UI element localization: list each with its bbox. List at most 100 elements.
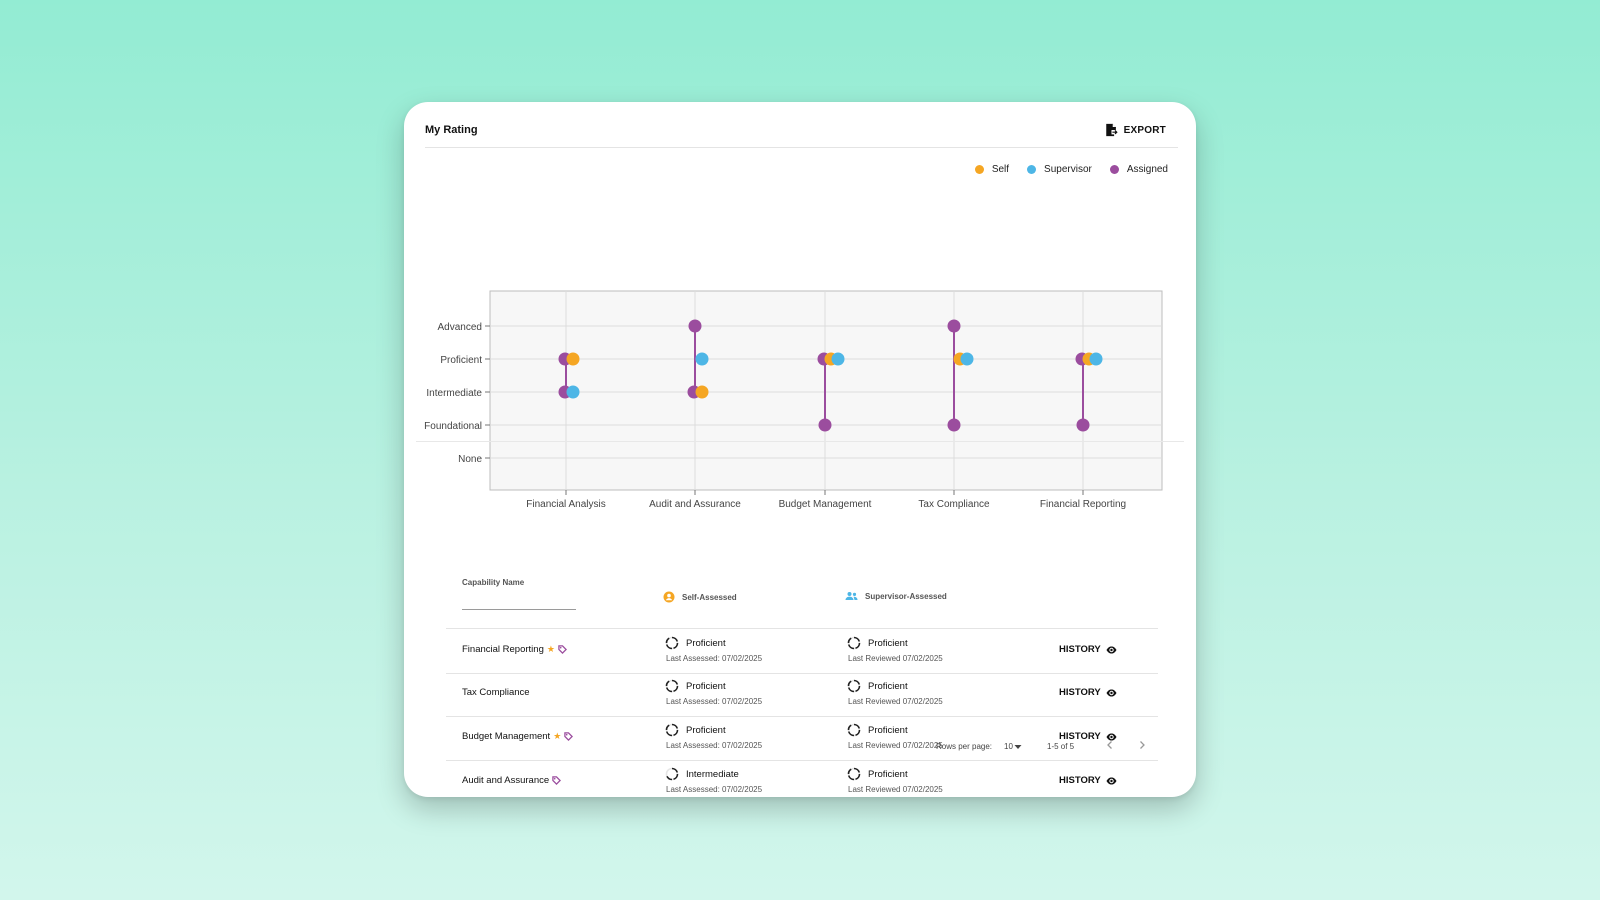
self-assessed-date: Last Assessed: 07/02/2025: [666, 697, 763, 706]
export-button[interactable]: EXPORT: [1105, 120, 1166, 140]
progress-ring-icon: [665, 636, 679, 650]
supervisor-reviewed-date: Last Reviewed 07/02/2025: [848, 741, 943, 750]
x-tick-label-1: Audit and Assurance: [649, 499, 741, 510]
rating-dot-chart: None Foundational Intermediate Proficient Ad…: [424, 290, 1163, 510]
previous-page-button[interactable]: [1104, 739, 1116, 753]
progress-ring-icon: [847, 636, 861, 650]
supervisor-assessed-cell: Proficient Last Reviewed 07/02/2025: [847, 636, 943, 663]
tag-icon: [552, 776, 562, 785]
self-level: Proficient: [686, 637, 726, 649]
progress-ring-icon: [665, 767, 679, 781]
legend-label-self: Self: [991, 164, 1010, 175]
eye-icon: [1106, 689, 1117, 696]
capability-name-cell: Tax Compliance: [462, 687, 530, 698]
supervisor-assessed-cell: Proficient Last Reviewed 07/02/2025: [847, 767, 943, 794]
y-tick-label-foundational: Foundational: [424, 421, 482, 432]
caret-down-icon: [1014, 744, 1022, 749]
x-tick-label-4: Financial Reporting: [1040, 499, 1126, 510]
progress-ring-icon: [665, 679, 679, 693]
x-tick-label-0: Financial Analysis: [526, 499, 605, 510]
capability-name-cell: Budget Management ★: [462, 731, 574, 742]
progress-ring-icon: [847, 723, 861, 737]
chevron-right-icon: [1140, 741, 1145, 749]
supervisor-assessed-cell: Proficient Last Reviewed 07/02/2025: [847, 723, 943, 750]
eye-icon: [1106, 646, 1117, 653]
supervisor-reviewed-date: Last Reviewed 07/02/2025: [848, 785, 943, 794]
group-icon: [845, 592, 858, 600]
progress-ring-icon: [665, 723, 679, 737]
self-level: Proficient: [686, 724, 726, 736]
capability-name: Tax Compliance: [462, 687, 530, 698]
capability-filter-input[interactable]: [462, 609, 576, 610]
table-row: Budget Management ★ Proficient Last Assesse…: [446, 716, 1158, 761]
supervisor-level: Proficient: [868, 637, 908, 649]
history-label: HISTORY: [1059, 687, 1101, 698]
self-assessed-date: Last Assessed: 07/02/2025: [666, 785, 763, 794]
legend-item-assigned[interactable]: Assigned: [1109, 164, 1168, 175]
person-circle-icon: [663, 591, 675, 603]
supervisor-point-3: [960, 352, 974, 366]
self-level: Intermediate: [686, 768, 739, 780]
star-icon: ★: [553, 731, 562, 741]
col-supervisor-header: Supervisor-Assessed: [845, 591, 947, 601]
history-button[interactable]: HISTORY: [1059, 775, 1117, 786]
col-capability-header: Capability Name: [462, 578, 525, 587]
capability-name: Audit and Assurance: [462, 775, 550, 786]
supervisor-level: Proficient: [868, 724, 908, 736]
pagination-bar: Rows per page: 10 1-5 of 5: [404, 739, 1196, 762]
self-assessed-cell: Proficient Last Assessed: 07/02/2025: [665, 636, 762, 663]
col-supervisor-label: Supervisor-Assessed: [865, 591, 947, 601]
supervisor-assessed-cell: Proficient Last Reviewed 07/02/2025: [847, 679, 943, 706]
history-button[interactable]: HISTORY: [1059, 731, 1117, 742]
eye-icon: [1106, 777, 1117, 784]
chart-legend: Self Supervisor Assigned: [974, 164, 1168, 175]
progress-ring-icon: [847, 679, 861, 693]
progress-ring-icon: [847, 767, 861, 781]
table-row: Financial Reporting ★ Proficient Last Asses…: [446, 628, 1158, 674]
rows-per-page-label: Rows per page:: [936, 742, 993, 751]
next-page-button[interactable]: [1136, 739, 1148, 753]
supervisor-level: Proficient: [868, 768, 908, 780]
legend-label-assigned: Assigned: [1126, 164, 1168, 175]
self-level: Proficient: [686, 680, 726, 692]
rows-per-page-select[interactable]: 10: [1004, 742, 1022, 751]
table-header: Capability Name Self-Assessed Supervisor…: [404, 562, 1196, 622]
self-point-1: [695, 385, 709, 399]
supervisor-point-4: [1089, 352, 1103, 366]
legend-item-self[interactable]: Self: [974, 164, 1010, 175]
self-assessed-cell: Proficient Last Assessed: 07/02/2025: [665, 723, 762, 750]
x-tick-label-2: Budget Management: [779, 499, 872, 510]
supervisor-point-1: [695, 352, 709, 366]
history-label: HISTORY: [1059, 775, 1101, 786]
y-tick-label-intermediate: Intermediate: [426, 388, 482, 399]
supervisor-point-0: [566, 385, 580, 399]
supervisor-reviewed-date: Last Reviewed 07/02/2025: [848, 697, 943, 706]
y-tick-label-advanced: Advanced: [438, 322, 482, 333]
y-tick-label-none: None: [458, 454, 482, 465]
history-label: HISTORY: [1059, 644, 1101, 655]
legend-label-supervisor: Supervisor: [1044, 164, 1092, 175]
self-point-0: [566, 352, 580, 366]
assigned-point-1-0: [688, 319, 702, 333]
col-self-header: Self-Assessed: [663, 591, 737, 603]
capability-name: Financial Reporting: [462, 644, 544, 655]
chart-separator: [416, 441, 1184, 442]
history-button[interactable]: HISTORY: [1059, 644, 1117, 655]
capability-name-cell: Audit and Assurance: [462, 775, 562, 786]
supervisor-level: Proficient: [868, 680, 908, 692]
self-assessed-cell: Intermediate Last Assessed: 07/02/2025: [665, 767, 762, 794]
history-button[interactable]: HISTORY: [1059, 687, 1117, 698]
supervisor-reviewed-date: Last Reviewed 07/02/2025: [848, 654, 943, 663]
y-tick-label-proficient: Proficient: [440, 355, 482, 366]
tag-icon: [564, 732, 574, 741]
table-row: Audit and Assurance Intermediate Last Asse…: [446, 760, 1158, 797]
rating-card: My Rating EXPORT Self Supervisor Assigne…: [404, 102, 1196, 797]
capability-name: Budget Management: [462, 731, 551, 742]
supervisor-point-2: [831, 352, 845, 366]
assigned-point-4-1: [1076, 418, 1090, 432]
card-title: My Rating: [425, 124, 478, 136]
self-assessed-cell: Proficient Last Assessed: 07/02/2025: [665, 679, 762, 706]
legend-item-supervisor[interactable]: Supervisor: [1027, 164, 1092, 175]
chevron-left-icon: [1107, 741, 1112, 749]
col-self-label: Self-Assessed: [682, 592, 737, 602]
